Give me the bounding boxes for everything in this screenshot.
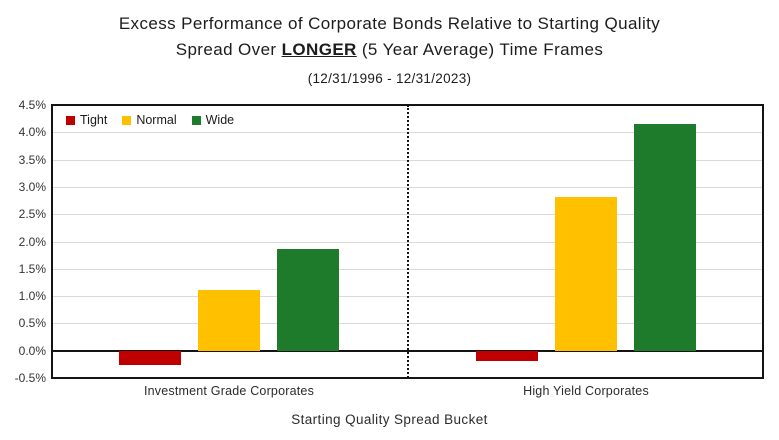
y-axis-tick-label: 1.0% <box>18 289 46 304</box>
legend: Tight Normal Wide <box>66 113 234 127</box>
chart-title-line2-post: (5 Year Average) Time Frames <box>356 40 604 59</box>
x-axis-category-label: High Yield Corporates <box>523 384 649 398</box>
legend-swatch-wide <box>191 115 201 125</box>
chart-title-emphasis: LONGER <box>281 40 357 59</box>
y-axis-tick-label: 3.5% <box>18 152 46 167</box>
x-axis-category-label: Investment Grade Corporates <box>143 384 315 398</box>
chart-title-line2-pre: Spread Over <box>175 40 282 59</box>
plot-area: Tight Normal Wide <box>51 104 764 379</box>
chart-subtitle: (12/31/1996 - 12/31/2023) <box>307 71 472 86</box>
bar-investment-grade-corporates-wide <box>277 249 339 351</box>
bar-investment-grade-corporates-normal <box>198 289 260 351</box>
chart-title-line1: Excess Performance of Corporate Bonds Re… <box>118 14 661 33</box>
y-axis-tick-label: 4.5% <box>18 98 46 112</box>
y-axis-tick-label: 2.0% <box>18 234 46 249</box>
bar-high-yield-corporates-wide <box>634 124 696 351</box>
chart-title-line2: Spread Over LONGER (5 Year Average) Time… <box>0 37 779 63</box>
y-axis-tick-label: 1.5% <box>18 261 46 276</box>
y-axis-tick-label: 2.5% <box>18 207 46 222</box>
legend-item-tight: Tight <box>66 113 107 127</box>
y-axis-tick-label: 3.0% <box>18 179 46 194</box>
legend-label: Normal <box>136 113 177 127</box>
y-axis-tick-label: 4.0% <box>18 125 46 140</box>
bar-investment-grade-corporates-tight <box>119 350 181 365</box>
bar-high-yield-corporates-tight <box>476 350 538 361</box>
legend-item-wide: Wide <box>191 113 235 127</box>
legend-swatch-tight <box>66 115 75 125</box>
y-axis-tick-label: 0.0% <box>18 343 46 358</box>
y-axis-tick-label: 0.5% <box>18 316 46 331</box>
chart-title: Excess Performance of Corporate Bonds Re… <box>0 11 779 63</box>
category-divider-line <box>407 105 409 378</box>
y-axis-tick-labels: 4.5% 4.0% 3.5% 3.0% 2.5% 2.0% 1.5% 1.0% 0.5% 0.0%… <box>0 98 46 385</box>
legend-swatch-normal <box>122 115 132 125</box>
y-axis-tick-label: -0.5% <box>14 371 46 385</box>
legend-label: Wide <box>205 113 235 127</box>
x-axis-title: Starting Quality Spread Bucket <box>291 412 488 427</box>
legend-item-normal: Normal <box>122 113 177 127</box>
legend-label: Tight <box>80 113 108 127</box>
bar-high-yield-corporates-normal <box>555 196 617 351</box>
